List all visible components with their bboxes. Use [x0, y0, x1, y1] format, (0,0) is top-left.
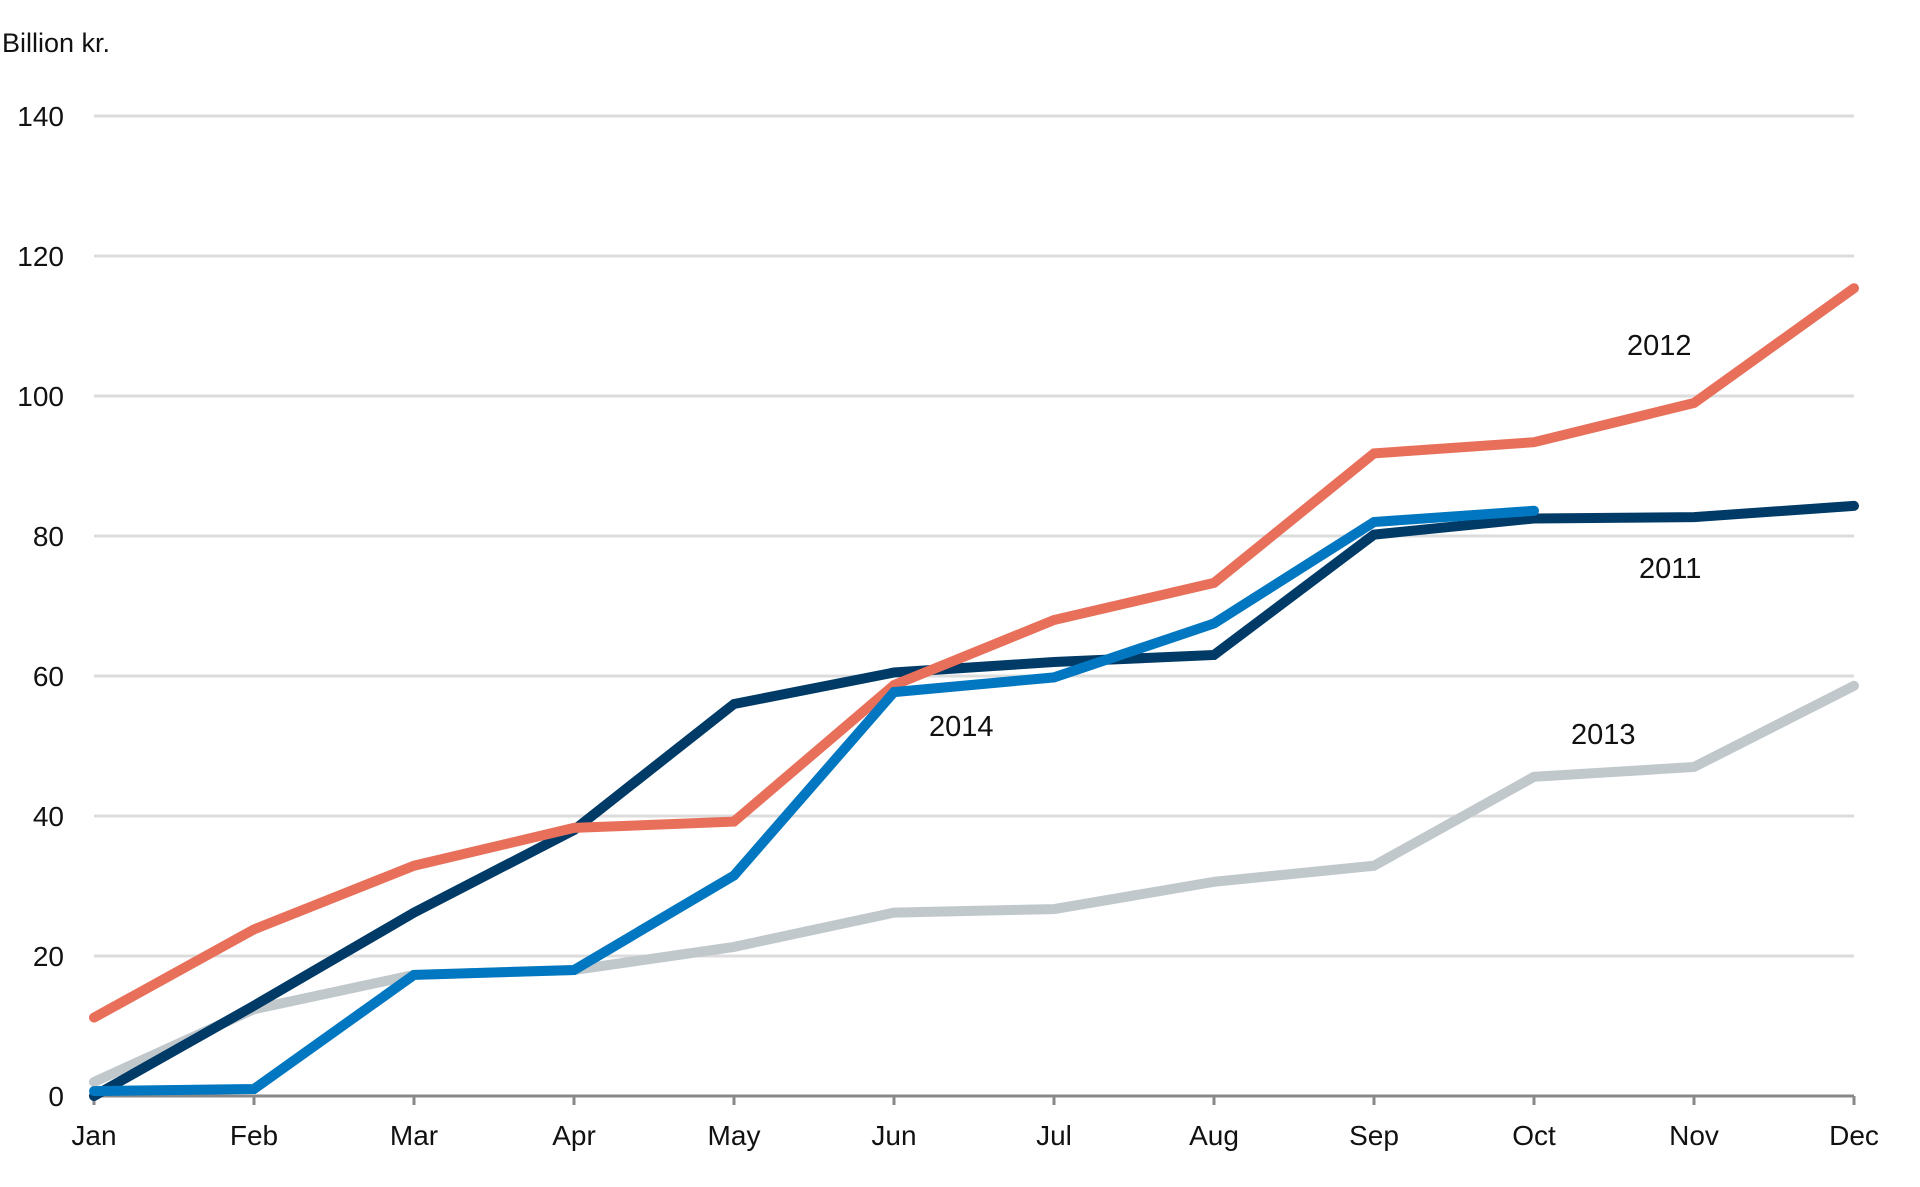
gridlines [94, 114, 1854, 958]
y-tick-labels: 0 20 40 60 80 100 120 140 [17, 101, 64, 1112]
y-tick-label: 80 [33, 521, 64, 552]
y-tick-label: 140 [17, 101, 64, 132]
x-tick-label: Jan [71, 1120, 116, 1151]
x-tick-label: Sep [1349, 1120, 1399, 1151]
y-tick-label: 40 [33, 801, 64, 832]
annotation-2012: 2012 [1627, 330, 1692, 362]
x-tick-label: Oct [1512, 1120, 1556, 1151]
y-tick-label: 20 [33, 941, 64, 972]
y-axis-label: Billion kr. [2, 28, 110, 58]
x-tick-label: Jul [1036, 1120, 1072, 1151]
annotation-2014: 2014 [929, 711, 994, 743]
annotation-2013: 2013 [1571, 719, 1636, 751]
x-tick-label: May [708, 1120, 761, 1151]
y-tick-label: 120 [17, 241, 64, 272]
x-tick-label: Aug [1189, 1120, 1239, 1151]
y-tick-label: 60 [33, 661, 64, 692]
x-tick-label: Apr [552, 1120, 596, 1151]
series-line-2013 [89, 680, 1859, 1087]
series-lines [89, 283, 1859, 1101]
x-tick-label: Mar [390, 1120, 438, 1151]
y-tick-label: 0 [48, 1081, 64, 1112]
series-line-2014 [89, 505, 1539, 1097]
x-tick-label: Nov [1669, 1120, 1719, 1151]
x-axis: Jan Feb Mar Apr May Jun Jul Aug Sep Oct Nov Dec [71, 1094, 1879, 1151]
x-tick-label: Jun [871, 1120, 916, 1151]
series-line-2012 [89, 283, 1859, 1023]
series-annotations: 2012 2011 2013 2014 [929, 330, 1701, 751]
y-tick-label: 100 [17, 381, 64, 412]
annotation-2011: 2011 [1639, 553, 1701, 585]
x-tick-label: Dec [1829, 1120, 1879, 1151]
x-tick-label: Feb [230, 1120, 278, 1151]
series-line-2011 [89, 500, 1859, 1101]
